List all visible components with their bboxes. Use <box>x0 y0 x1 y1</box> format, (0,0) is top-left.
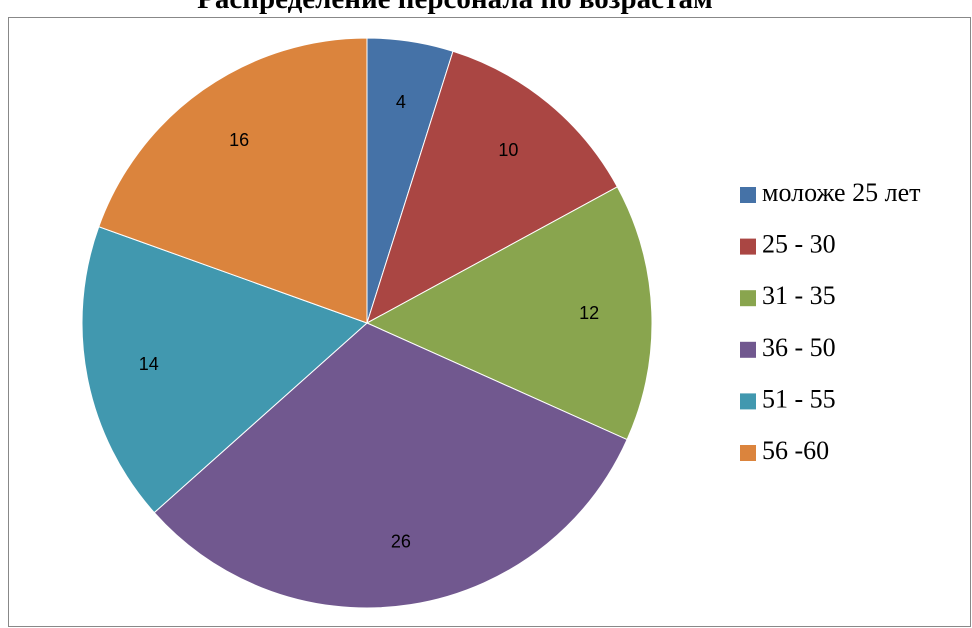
legend-swatch <box>740 445 756 461</box>
pie-slice <box>366 50 619 325</box>
pie-slice <box>365 186 653 441</box>
legend-label: 56 -60 <box>762 436 829 465</box>
chart-title: Распределение персонала по возрастам <box>197 0 713 15</box>
data-label: 10 <box>498 140 518 160</box>
pie-slice <box>81 226 368 514</box>
legend-swatch <box>740 290 756 307</box>
data-label: 14 <box>139 354 159 374</box>
legend-swatch <box>740 393 756 410</box>
legend-label: 25 - 30 <box>762 230 836 259</box>
legend-label: 51 - 55 <box>762 384 836 413</box>
data-label: 12 <box>579 303 599 323</box>
legend-label: 36 - 50 <box>762 333 836 362</box>
legend-swatch <box>740 187 756 203</box>
data-label: 4 <box>396 92 406 112</box>
legend-label: моложе 25 лет <box>762 178 920 207</box>
legend-label: 31 - 35 <box>762 281 836 310</box>
legend-swatch <box>740 238 756 255</box>
pie-slice <box>98 37 368 324</box>
data-label: 26 <box>391 531 411 551</box>
legend-swatch <box>740 341 756 358</box>
data-label: 16 <box>229 130 249 150</box>
pie-slice <box>153 322 628 609</box>
